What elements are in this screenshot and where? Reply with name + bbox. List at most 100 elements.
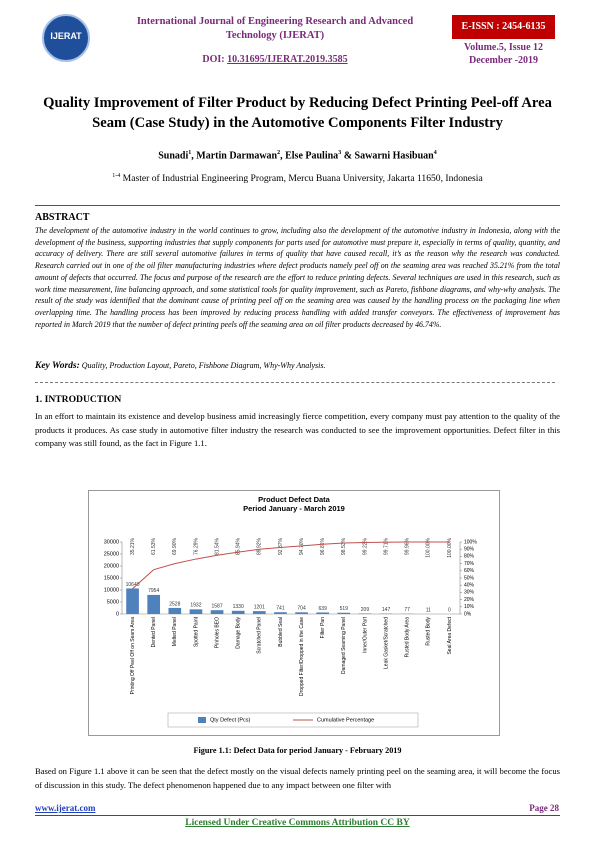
bar-value-label: 7954 [148,588,159,594]
bar-value-label: 147 [382,607,391,613]
y2-tick-label: 20% [464,597,475,603]
x-tick-label: Filter Pan [320,617,326,639]
bar [126,588,139,614]
bar [231,610,245,614]
x-tick-label: Pinholes BEO [214,617,220,648]
x-tick-label: Dented Panel [151,617,157,647]
bar-value-label: 11 [426,607,431,613]
rule [35,205,560,206]
keywords-label: Key Words: [35,361,80,371]
legend-box [167,712,419,728]
bar [274,612,287,614]
cumulative-label: 61.53% [151,537,157,555]
bar [168,607,182,614]
abstract-heading: ABSTRACT [35,212,90,223]
legend-label: Cumulative Percentage [317,717,374,723]
intro-paragraph: In an effort to maintain its existence a… [35,411,560,448]
author-name: Martin Darmawan [196,150,278,162]
x-tick-label: Spotted Paint [193,616,199,647]
y2-tick-label: 60% [464,568,475,574]
cumulative-label: 98.53% [341,537,347,555]
author-name: Sawarni Hasibuan [354,150,434,162]
y2-tick-label: 90% [464,547,475,553]
chart-title: Product Defect Data [258,495,331,504]
logo: IJERAT [42,14,90,62]
cumulative-line [132,541,450,590]
author-sup: 3 [338,150,342,156]
bar [147,594,161,614]
author-sup: 4 [433,150,437,156]
y2-tick-label: 80% [464,554,475,560]
bar-value-label: 1330 [233,604,244,610]
author-separator: & [341,150,355,162]
bar-value-label: 2528 [169,601,180,607]
author-name: Else Paulina [285,150,339,162]
issn-box: E-ISSN : 2454-6135 [452,15,555,39]
x-tick-label: Rusted Body [426,617,432,646]
bar-value-label: 0 [448,607,451,613]
cumulative-label: 92.37% [278,537,284,555]
footer-rule [35,815,560,816]
y-tick-label: 0 [116,611,119,617]
page-number: Page 28 [529,803,559,813]
abstract-text: The development of the automotive indust… [35,226,560,329]
y-tick-label: 20000 [104,563,119,569]
doi-line: DOI: 10.31695/IJERAT.2019.3585 [130,54,420,65]
bar [337,612,351,614]
cumulative-label: 100.00% [447,537,453,557]
x-tick-label: Dropped Filter/Dropped in the Case [299,617,305,696]
cumulative-label: 76.29% [193,537,199,555]
bar-value-label: 209 [361,607,370,613]
affiliation-text: Master of Industrial Engineering Program… [120,173,483,185]
cumulative-label: 96.81% [320,537,326,555]
keywords-text: Quality, Production Layout, Pareto, Fish… [79,361,326,370]
keywords: Key Words: Quality, Production Layout, P… [35,361,560,371]
issue-date: December -2019 [469,55,538,66]
bar [358,613,372,614]
site-link[interactable]: www.ijerat.com [35,803,96,813]
bar-value-label: 10640 [126,582,140,588]
bar-value-label: 1201 [254,604,265,610]
bar-value-label: 77 [404,607,410,613]
author-sup: 2 [277,150,281,156]
legend-label: Qty Defect (Pcs) [210,717,251,723]
x-tick-label: Inner/Outer Part [362,616,368,652]
bar-value-label: 704 [297,606,306,612]
y2-tick-label: 10% [464,604,475,610]
x-tick-label: Seal Area Defect [447,616,453,654]
x-tick-label: Damaged Seaming Panel [341,617,347,674]
cumulative-label: 99.96% [405,537,411,555]
x-tick-label: Scratched Panel [257,617,263,654]
paper-title: Quality Improvement of Filter Product by… [43,95,552,131]
license-link[interactable]: Licensed Under Creative Commons Attribut… [185,818,410,828]
y-tick-label: 15000 [104,575,119,581]
x-tick-label: Rusted Body Area [405,617,411,658]
author-name: Sunadi [158,150,189,162]
author-sup: 1 [188,150,192,156]
logo-text: IJERAT [50,31,82,41]
cumulative-label: 69.90% [172,537,178,555]
affiliation: 1-4 Master of Industrial Engineering Pro… [35,173,560,184]
paragraph: Based on Figure 1.1 above it can be seen… [35,766,560,790]
bar [295,612,308,614]
cumulative-label: 99.71% [383,537,389,555]
bar-value-label: 741 [276,606,285,612]
figure-caption: Figure 1.1: Defect Data for period Janua… [193,746,402,755]
chart: Product Defect Data Period January - Mar… [88,490,500,736]
bar-value-label: 519 [340,606,349,612]
x-tick-label: Leak Gasket/Scratched [383,617,389,669]
affiliation-sup: 1-4 [112,173,121,179]
doi-label: DOI: [202,54,225,65]
y-tick-label: 25000 [104,551,119,557]
y2-tick-label: 70% [464,561,475,567]
y2-tick-label: 30% [464,590,475,596]
authors: Sunadi1, Martin Darmawan2, Else Paulina3… [35,150,560,161]
cumulative-label: 35.21% [130,537,136,555]
x-tick-label: Bubbled Seal [278,617,284,647]
doi-link[interactable]: 10.31695/IJERAT.2019.3585 [227,54,348,65]
y-tick-label: 10000 [104,587,119,593]
cumulative-label: 81.54% [214,537,220,555]
y2-tick-label: 40% [464,583,475,589]
x-tick-label: Printing Off Peel Off on Seam Area [130,617,136,695]
cumulative-label: 100.00% [426,537,432,557]
